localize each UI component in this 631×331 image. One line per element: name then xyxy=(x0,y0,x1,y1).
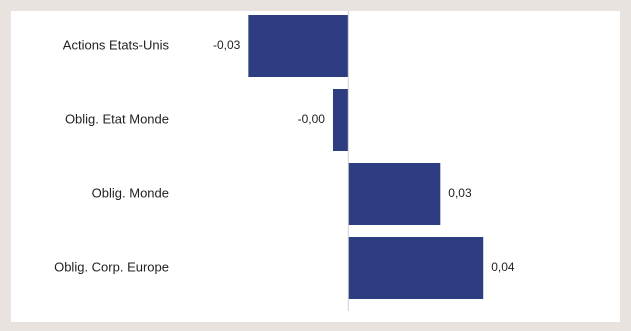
bar-3 xyxy=(348,237,484,299)
value-label-0: -0,03 xyxy=(213,38,241,52)
bar-chart: Actions Etats-Unis -0,03 Oblig. Etat Monde… xyxy=(54,11,515,311)
bars-layer xyxy=(248,15,484,299)
bar-0 xyxy=(248,15,349,77)
value-label-1: -0,00 xyxy=(298,112,326,126)
bar-1 xyxy=(332,89,349,151)
chart-panel: Actions Etats-Unis -0,03 Oblig. Etat Monde… xyxy=(11,11,620,322)
bar-2 xyxy=(348,163,441,225)
value-label-3: 0,04 xyxy=(491,260,515,274)
category-label-3: Oblig. Corp. Europe xyxy=(54,259,169,274)
category-label-0: Actions Etats-Unis xyxy=(63,37,170,52)
value-label-2: 0,03 xyxy=(448,186,472,200)
category-label-2: Oblig. Monde xyxy=(92,185,169,200)
category-label-1: Oblig. Etat Monde xyxy=(65,111,169,126)
labels-layer: Actions Etats-Unis -0,03 Oblig. Etat Monde… xyxy=(54,37,515,274)
